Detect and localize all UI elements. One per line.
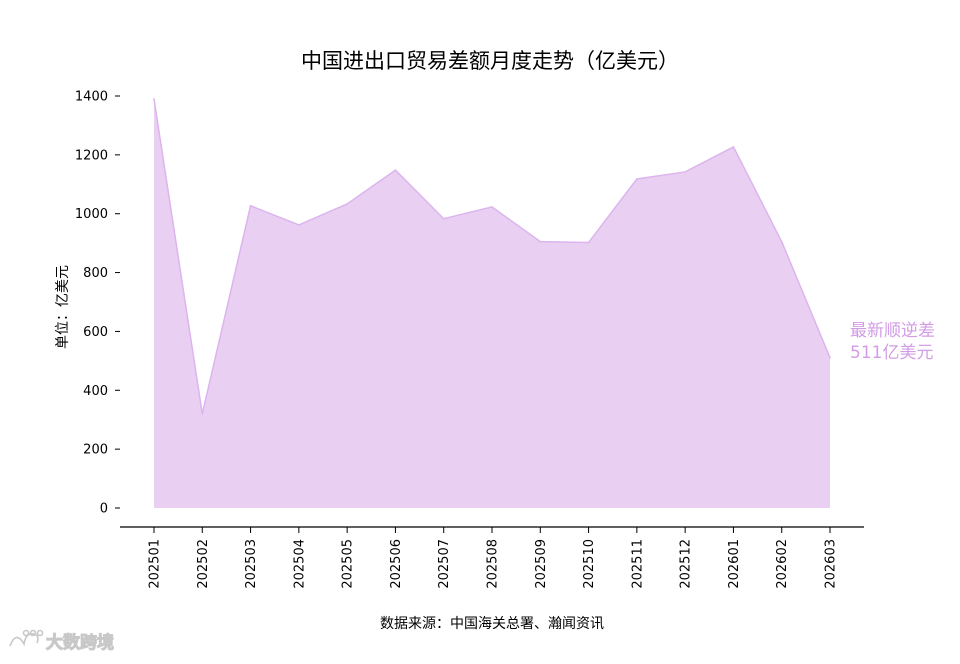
data-point-202509 (539, 240, 542, 243)
x-tick-label: 202502 (196, 539, 211, 589)
data-point-202512 (684, 171, 686, 173)
y-tick-label: 1200 (75, 148, 108, 163)
data-source-note: 数据来源：中国海关总署、瀚闻资讯 (380, 616, 604, 632)
data-point-202505 (346, 203, 348, 205)
watermark: 大数跨境 (9, 629, 115, 654)
x-tick-label: 202506 (389, 539, 404, 589)
area-fill (154, 98, 830, 508)
x-tick-label: 202511 (630, 539, 645, 589)
x-tick-label: 202505 (341, 539, 356, 589)
x-tick-label: 202501 (148, 539, 163, 589)
data-point-202601 (732, 146, 735, 148)
x-tick-label: 202603 (824, 539, 839, 589)
y-tick-label: 200 (83, 443, 108, 458)
data-point-202503 (249, 204, 252, 207)
x-tick-label: 202602 (775, 539, 790, 589)
x-tick-label: 202601 (727, 539, 742, 589)
x-tick-label: 202507 (437, 539, 452, 589)
y-axis-ticks: 0 200 400 600 800 1000 1200 1400 (75, 90, 120, 517)
x-tick-label: 202512 (679, 539, 694, 589)
x-axis-ticks: 202501 202502 202503 202504 202505 202506 2025… (148, 527, 839, 589)
y-tick-label: 800 (83, 266, 108, 281)
y-tick-label: 1400 (75, 90, 108, 105)
data-point-202510 (587, 241, 590, 244)
data-point-202502 (201, 413, 204, 415)
logo-icon (9, 629, 44, 647)
y-tick-label: 400 (83, 384, 108, 399)
data-point-202511 (636, 178, 638, 180)
x-tick-label: 202508 (486, 539, 501, 589)
x-tick-label: 202509 (534, 539, 549, 589)
data-point-202504 (298, 224, 300, 226)
y-tick-label: 1000 (75, 207, 108, 222)
watermark-text: 大数跨境 (46, 632, 114, 653)
data-point-202602 (780, 240, 783, 243)
x-tick-label: 202510 (582, 539, 597, 589)
x-tick-label: 202503 (244, 539, 259, 589)
latest-balance-annotation-label: 最新顺逆差 (850, 321, 935, 341)
x-tick-label: 202504 (292, 539, 307, 589)
area-series (153, 98, 831, 508)
y-tick-label: 600 (83, 325, 108, 340)
data-point-202507 (442, 217, 445, 220)
data-point-202501 (153, 98, 155, 100)
latest-balance-annotation-value: 511亿美元 (850, 343, 933, 363)
y-axis-title: 单位：亿美元 (55, 265, 71, 349)
chart-title: 中国进出口贸易差额月度走势（亿美元） (301, 49, 679, 73)
y-tick-label: 0 (100, 502, 108, 517)
data-point-202508 (491, 206, 493, 208)
data-point-202603 (829, 356, 831, 359)
data-point-202506 (394, 169, 397, 171)
